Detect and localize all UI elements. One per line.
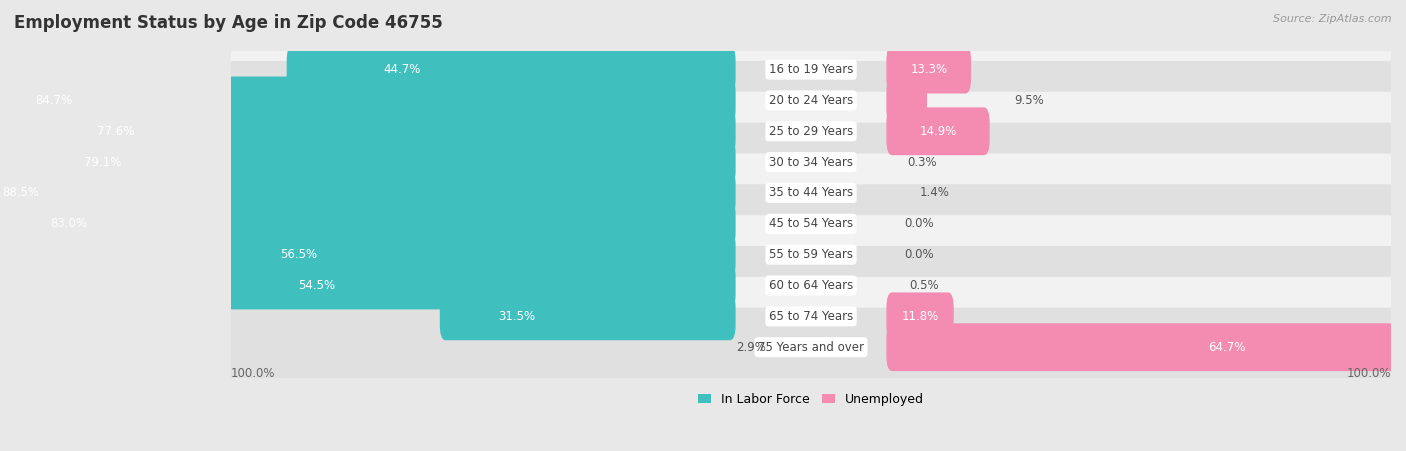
Text: 0.3%: 0.3% — [907, 156, 936, 169]
Text: 64.7%: 64.7% — [1208, 341, 1246, 354]
FancyBboxPatch shape — [222, 92, 1400, 171]
FancyBboxPatch shape — [886, 107, 990, 155]
FancyBboxPatch shape — [222, 30, 1400, 109]
Text: 1.4%: 1.4% — [920, 186, 950, 199]
FancyBboxPatch shape — [0, 200, 735, 248]
FancyBboxPatch shape — [222, 308, 1400, 387]
FancyBboxPatch shape — [222, 215, 1400, 294]
FancyBboxPatch shape — [150, 231, 735, 279]
Text: 25 to 29 Years: 25 to 29 Years — [769, 125, 853, 138]
Text: 0.0%: 0.0% — [904, 217, 934, 230]
Text: 30 to 34 Years: 30 to 34 Years — [769, 156, 853, 169]
Text: 0.5%: 0.5% — [910, 279, 939, 292]
Text: 83.0%: 83.0% — [51, 217, 87, 230]
Text: 77.6%: 77.6% — [97, 125, 134, 138]
Text: 79.1%: 79.1% — [84, 156, 121, 169]
FancyBboxPatch shape — [0, 77, 735, 124]
FancyBboxPatch shape — [886, 292, 953, 340]
Text: 13.3%: 13.3% — [910, 63, 948, 76]
Text: 75 Years and over: 75 Years and over — [758, 341, 865, 354]
Text: 100.0%: 100.0% — [231, 367, 276, 380]
Text: 35 to 44 Years: 35 to 44 Years — [769, 186, 853, 199]
Text: 20 to 24 Years: 20 to 24 Years — [769, 94, 853, 107]
Text: 44.7%: 44.7% — [382, 63, 420, 76]
Text: 55 to 59 Years: 55 to 59 Years — [769, 248, 853, 261]
Text: 60 to 64 Years: 60 to 64 Years — [769, 279, 853, 292]
Text: 56.5%: 56.5% — [281, 248, 318, 261]
FancyBboxPatch shape — [222, 184, 1400, 263]
FancyBboxPatch shape — [287, 46, 735, 93]
FancyBboxPatch shape — [222, 277, 1400, 356]
Text: 9.5%: 9.5% — [1014, 94, 1043, 107]
FancyBboxPatch shape — [886, 77, 927, 124]
FancyBboxPatch shape — [886, 323, 1406, 371]
Text: 65 to 74 Years: 65 to 74 Years — [769, 310, 853, 323]
FancyBboxPatch shape — [0, 138, 735, 186]
Text: 0.0%: 0.0% — [904, 248, 934, 261]
FancyBboxPatch shape — [222, 123, 1400, 202]
Text: 2.9%: 2.9% — [735, 341, 766, 354]
FancyBboxPatch shape — [886, 46, 972, 93]
Legend: In Labor Force, Unemployed: In Labor Force, Unemployed — [693, 388, 928, 411]
FancyBboxPatch shape — [222, 61, 1400, 140]
Text: 14.9%: 14.9% — [920, 125, 956, 138]
Text: Source: ZipAtlas.com: Source: ZipAtlas.com — [1274, 14, 1392, 23]
FancyBboxPatch shape — [0, 169, 735, 217]
FancyBboxPatch shape — [222, 246, 1400, 325]
FancyBboxPatch shape — [0, 107, 735, 155]
Text: 11.8%: 11.8% — [901, 310, 939, 323]
FancyBboxPatch shape — [440, 292, 735, 340]
Text: 54.5%: 54.5% — [298, 279, 335, 292]
Text: 31.5%: 31.5% — [498, 310, 536, 323]
FancyBboxPatch shape — [222, 153, 1400, 232]
Text: 45 to 54 Years: 45 to 54 Years — [769, 217, 853, 230]
Text: Employment Status by Age in Zip Code 46755: Employment Status by Age in Zip Code 467… — [14, 14, 443, 32]
Text: 16 to 19 Years: 16 to 19 Years — [769, 63, 853, 76]
FancyBboxPatch shape — [173, 262, 735, 309]
Text: 84.7%: 84.7% — [35, 94, 73, 107]
Text: 100.0%: 100.0% — [1347, 367, 1391, 380]
Text: 88.5%: 88.5% — [3, 186, 39, 199]
